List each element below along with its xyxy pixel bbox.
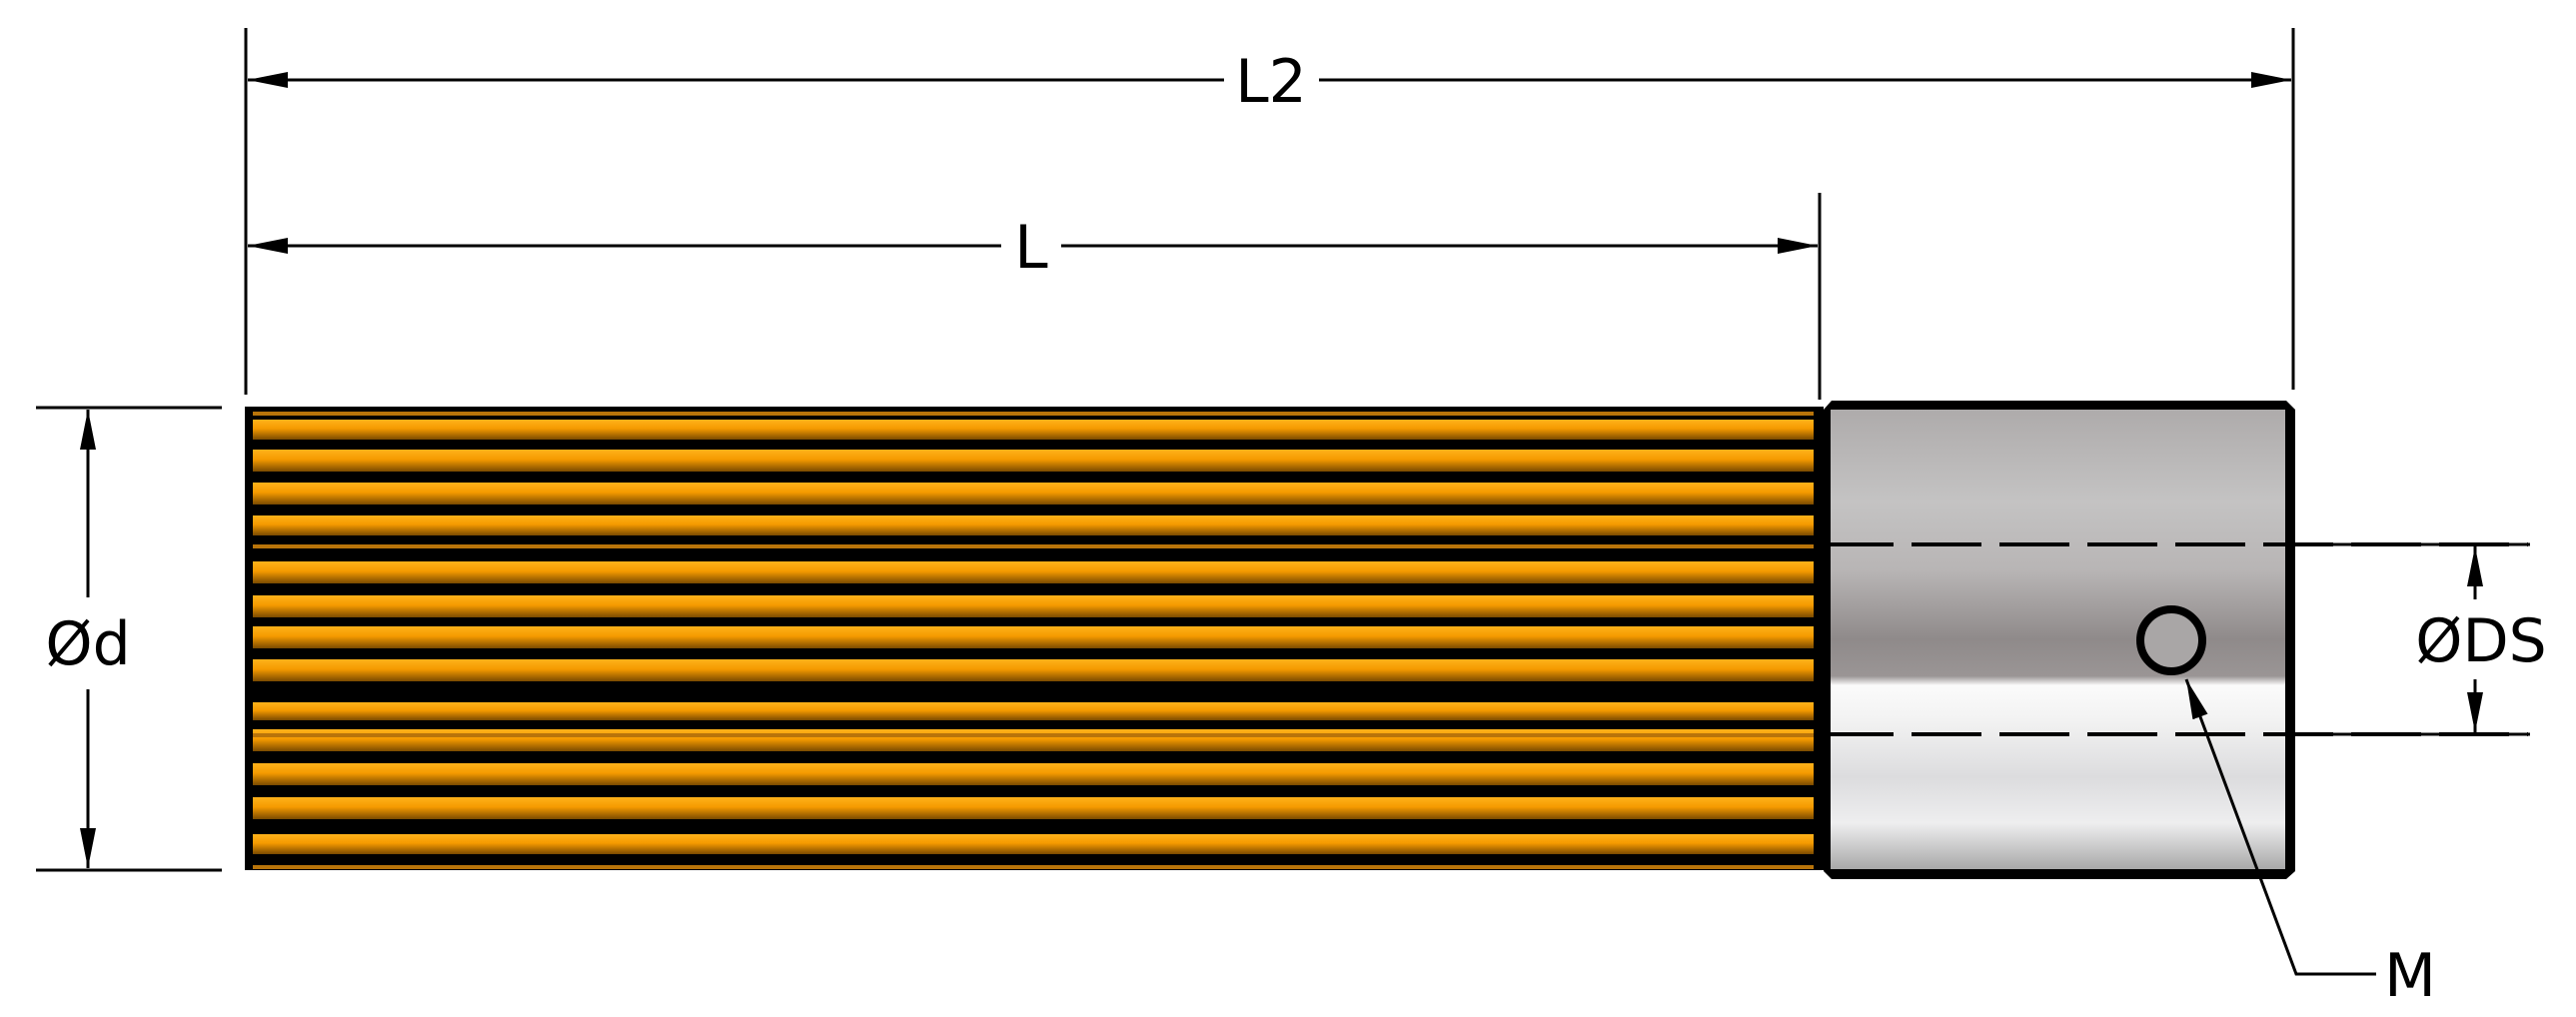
- flute: [253, 515, 1814, 535]
- label-set-screw: M: [2384, 941, 2436, 1011]
- dimension-L2: L2: [244, 28, 2295, 395]
- flute-edge: [253, 733, 1814, 737]
- label-diameter: Ød: [45, 609, 130, 679]
- flute: [253, 729, 1814, 751]
- set-screw-hole: [2136, 605, 2206, 675]
- dimension-shank-diameter: ØDS: [2313, 542, 2547, 736]
- flute: [253, 626, 1814, 648]
- flute-edge: [253, 412, 1814, 416]
- flute: [253, 420, 1814, 440]
- label-L: L: [1014, 213, 1048, 283]
- flute: [253, 834, 1814, 854]
- leader-set-screw: M: [2184, 678, 2436, 1011]
- fluted-body: [245, 407, 1824, 870]
- shank: [1824, 401, 2528, 879]
- label-L2: L2: [1235, 47, 1307, 117]
- flute: [253, 659, 1814, 681]
- flute: [253, 797, 1814, 819]
- flute-edge: [253, 544, 1814, 548]
- flute: [253, 763, 1814, 785]
- flute: [253, 595, 1814, 617]
- dimension-diameter: Ød: [36, 406, 222, 872]
- flute: [253, 483, 1814, 505]
- flute-edge: [253, 865, 1814, 869]
- flute: [253, 561, 1814, 583]
- dimension-L: L: [248, 193, 1822, 400]
- flute: [253, 450, 1814, 472]
- label-shank-diameter: ØDS: [2415, 606, 2547, 676]
- flute: [253, 702, 1814, 720]
